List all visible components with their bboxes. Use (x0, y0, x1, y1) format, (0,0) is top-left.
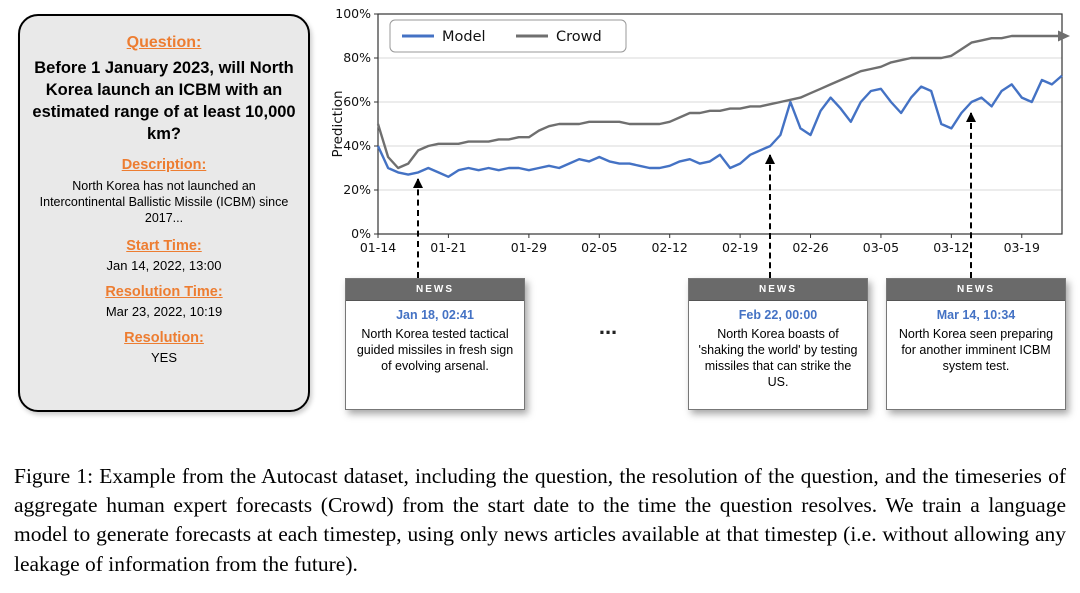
description-text: North Korea has not launched an Intercon… (39, 178, 289, 226)
up-arrow-icon (765, 153, 776, 164)
figure-caption: Figure 1: Example from the Autocast data… (14, 464, 1066, 576)
svg-text:40%: 40% (343, 138, 371, 153)
news-arrow-connector-3 (966, 112, 977, 278)
svg-text:100%: 100% (335, 8, 371, 21)
up-arrow-icon (413, 178, 424, 188)
question-text: Before 1 January 2023, will North Korea … (32, 59, 296, 143)
svg-text:02-12: 02-12 (652, 240, 688, 255)
resolution-time-label: Resolution Time: (105, 283, 223, 300)
news-text: North Korea seen preparing for another i… (898, 327, 1054, 373)
svg-text:02-26: 02-26 (792, 240, 828, 255)
news-card-1: NEWS Jan 18, 02:41 North Korea tested ta… (345, 278, 525, 410)
question-card: Question: Before 1 January 2023, will No… (18, 14, 310, 412)
up-arrow-icon (966, 112, 977, 122)
start-time-value: Jan 14, 2022, 13:00 (106, 257, 222, 273)
start-time-label: Start Time: (126, 237, 202, 254)
news-card-header: NEWS (346, 279, 524, 301)
news-card-header: NEWS (887, 279, 1065, 301)
description-label: Description: (121, 156, 207, 173)
svg-text:02-19: 02-19 (722, 240, 758, 255)
svg-text:60%: 60% (343, 94, 371, 109)
svg-text:Model: Model (442, 29, 486, 45)
news-card-2: NEWS Feb 22, 00:00 North Korea boasts of… (688, 278, 868, 410)
svg-text:03-12: 03-12 (933, 240, 969, 255)
news-timestamp: Jan 18, 02:41 (396, 308, 474, 322)
svg-text:0%: 0% (351, 226, 371, 241)
news-arrow-connector-2 (765, 153, 776, 278)
svg-text:01-21: 01-21 (430, 240, 466, 255)
figure-area: Question: Before 1 January 2023, will No… (18, 8, 1070, 412)
news-arrow-connector-1 (413, 178, 424, 278)
resolution-value: YES (150, 349, 177, 365)
svg-text:01-29: 01-29 (511, 240, 547, 255)
svg-text:03-19: 03-19 (1004, 240, 1040, 255)
svg-text:Prediction: Prediction (330, 90, 346, 157)
news-text: North Korea boasts of 'shaking the world… (698, 327, 858, 389)
svg-text:Crowd: Crowd (556, 29, 602, 45)
news-timestamp: Feb 22, 00:00 (738, 308, 818, 322)
resolution-time-value: Mar 23, 2022, 10:19 (105, 303, 223, 319)
svg-text:01-14: 01-14 (360, 240, 396, 255)
question-label: Question: (126, 34, 202, 51)
prediction-chart: 0% 20% 40% 60% 80% 100% 01-14 01-21 01-29 02-05 02… (330, 8, 1070, 255)
ellipsis: ... (598, 314, 618, 339)
news-text: North Korea tested tactical guided missi… (356, 327, 514, 373)
news-card-3: NEWS Mar 14, 10:34 North Korea seen prep… (886, 278, 1066, 410)
resolution-label: Resolution: (124, 329, 204, 346)
svg-text:80%: 80% (343, 50, 371, 65)
svg-text:02-05: 02-05 (581, 240, 617, 255)
svg-text:20%: 20% (343, 182, 371, 197)
news-timestamp: Mar 14, 10:34 (936, 308, 1016, 322)
svg-text:03-05: 03-05 (863, 240, 899, 255)
news-card-header: NEWS (689, 279, 867, 301)
